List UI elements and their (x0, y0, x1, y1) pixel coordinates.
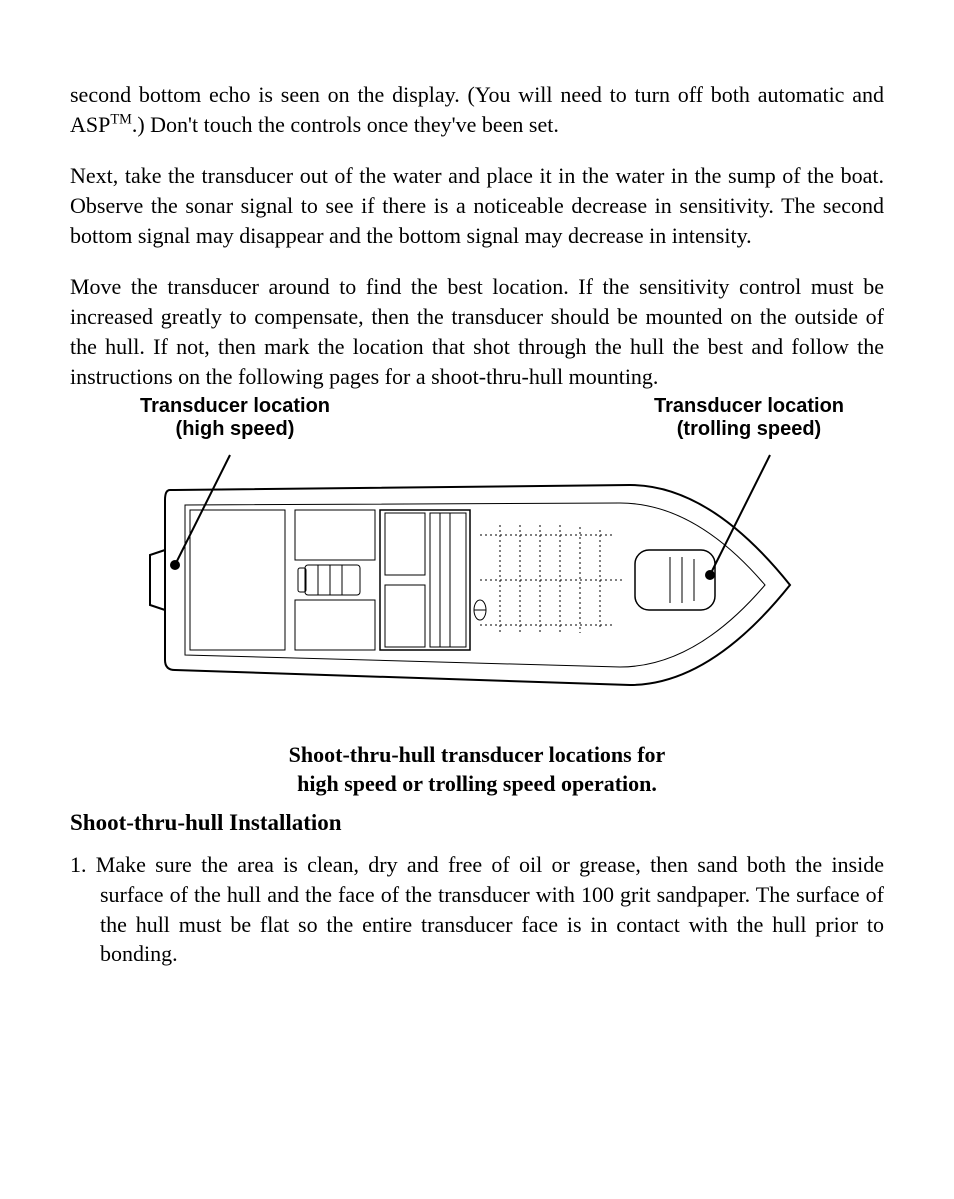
hatch-lower (295, 600, 375, 650)
paragraph-1: second bottom echo is seen on the displa… (70, 80, 884, 139)
bow-deck (635, 550, 715, 610)
deck-outline (185, 503, 765, 667)
figure-caption-line1: Shoot-thru-hull transducer locations for (289, 742, 666, 767)
transducer-dot-high-speed (170, 560, 180, 570)
figure-caption: Shoot-thru-hull transducer locations for… (70, 741, 884, 798)
mid-hatch-bottom (385, 585, 425, 647)
paragraph-3: Move the transducer around to find the b… (70, 272, 884, 391)
hatch-upper (295, 510, 375, 560)
console (474, 600, 486, 620)
paragraph-1-post: .) Don't touch the controls once they've… (132, 112, 559, 137)
list-item-1: 1. Make sure the area is clean, dry and … (70, 850, 884, 969)
paragraph-2: Next, take the transducer out of the wat… (70, 161, 884, 250)
transducer-dot-trolling (705, 570, 715, 580)
label-trolling-speed-line1: Transducer location (654, 395, 844, 417)
stern-notch (150, 550, 165, 610)
seat (298, 565, 360, 595)
mid-strip (430, 513, 466, 647)
subheading-installation: Shoot-thru-hull Installation (70, 810, 884, 836)
label-high-speed-line1: Transducer location (140, 395, 330, 417)
figure-transducer-locations: Transducer location (high speed) Transdu… (70, 395, 884, 735)
floor-lines (480, 525, 625, 635)
mid-hatch-top (385, 513, 425, 575)
figure-caption-line2: high speed or trolling speed operation. (297, 771, 657, 796)
hull-outline (165, 485, 790, 685)
boat-diagram (70, 435, 884, 735)
trademark-symbol: TM (110, 111, 131, 127)
rear-deck (190, 510, 285, 650)
